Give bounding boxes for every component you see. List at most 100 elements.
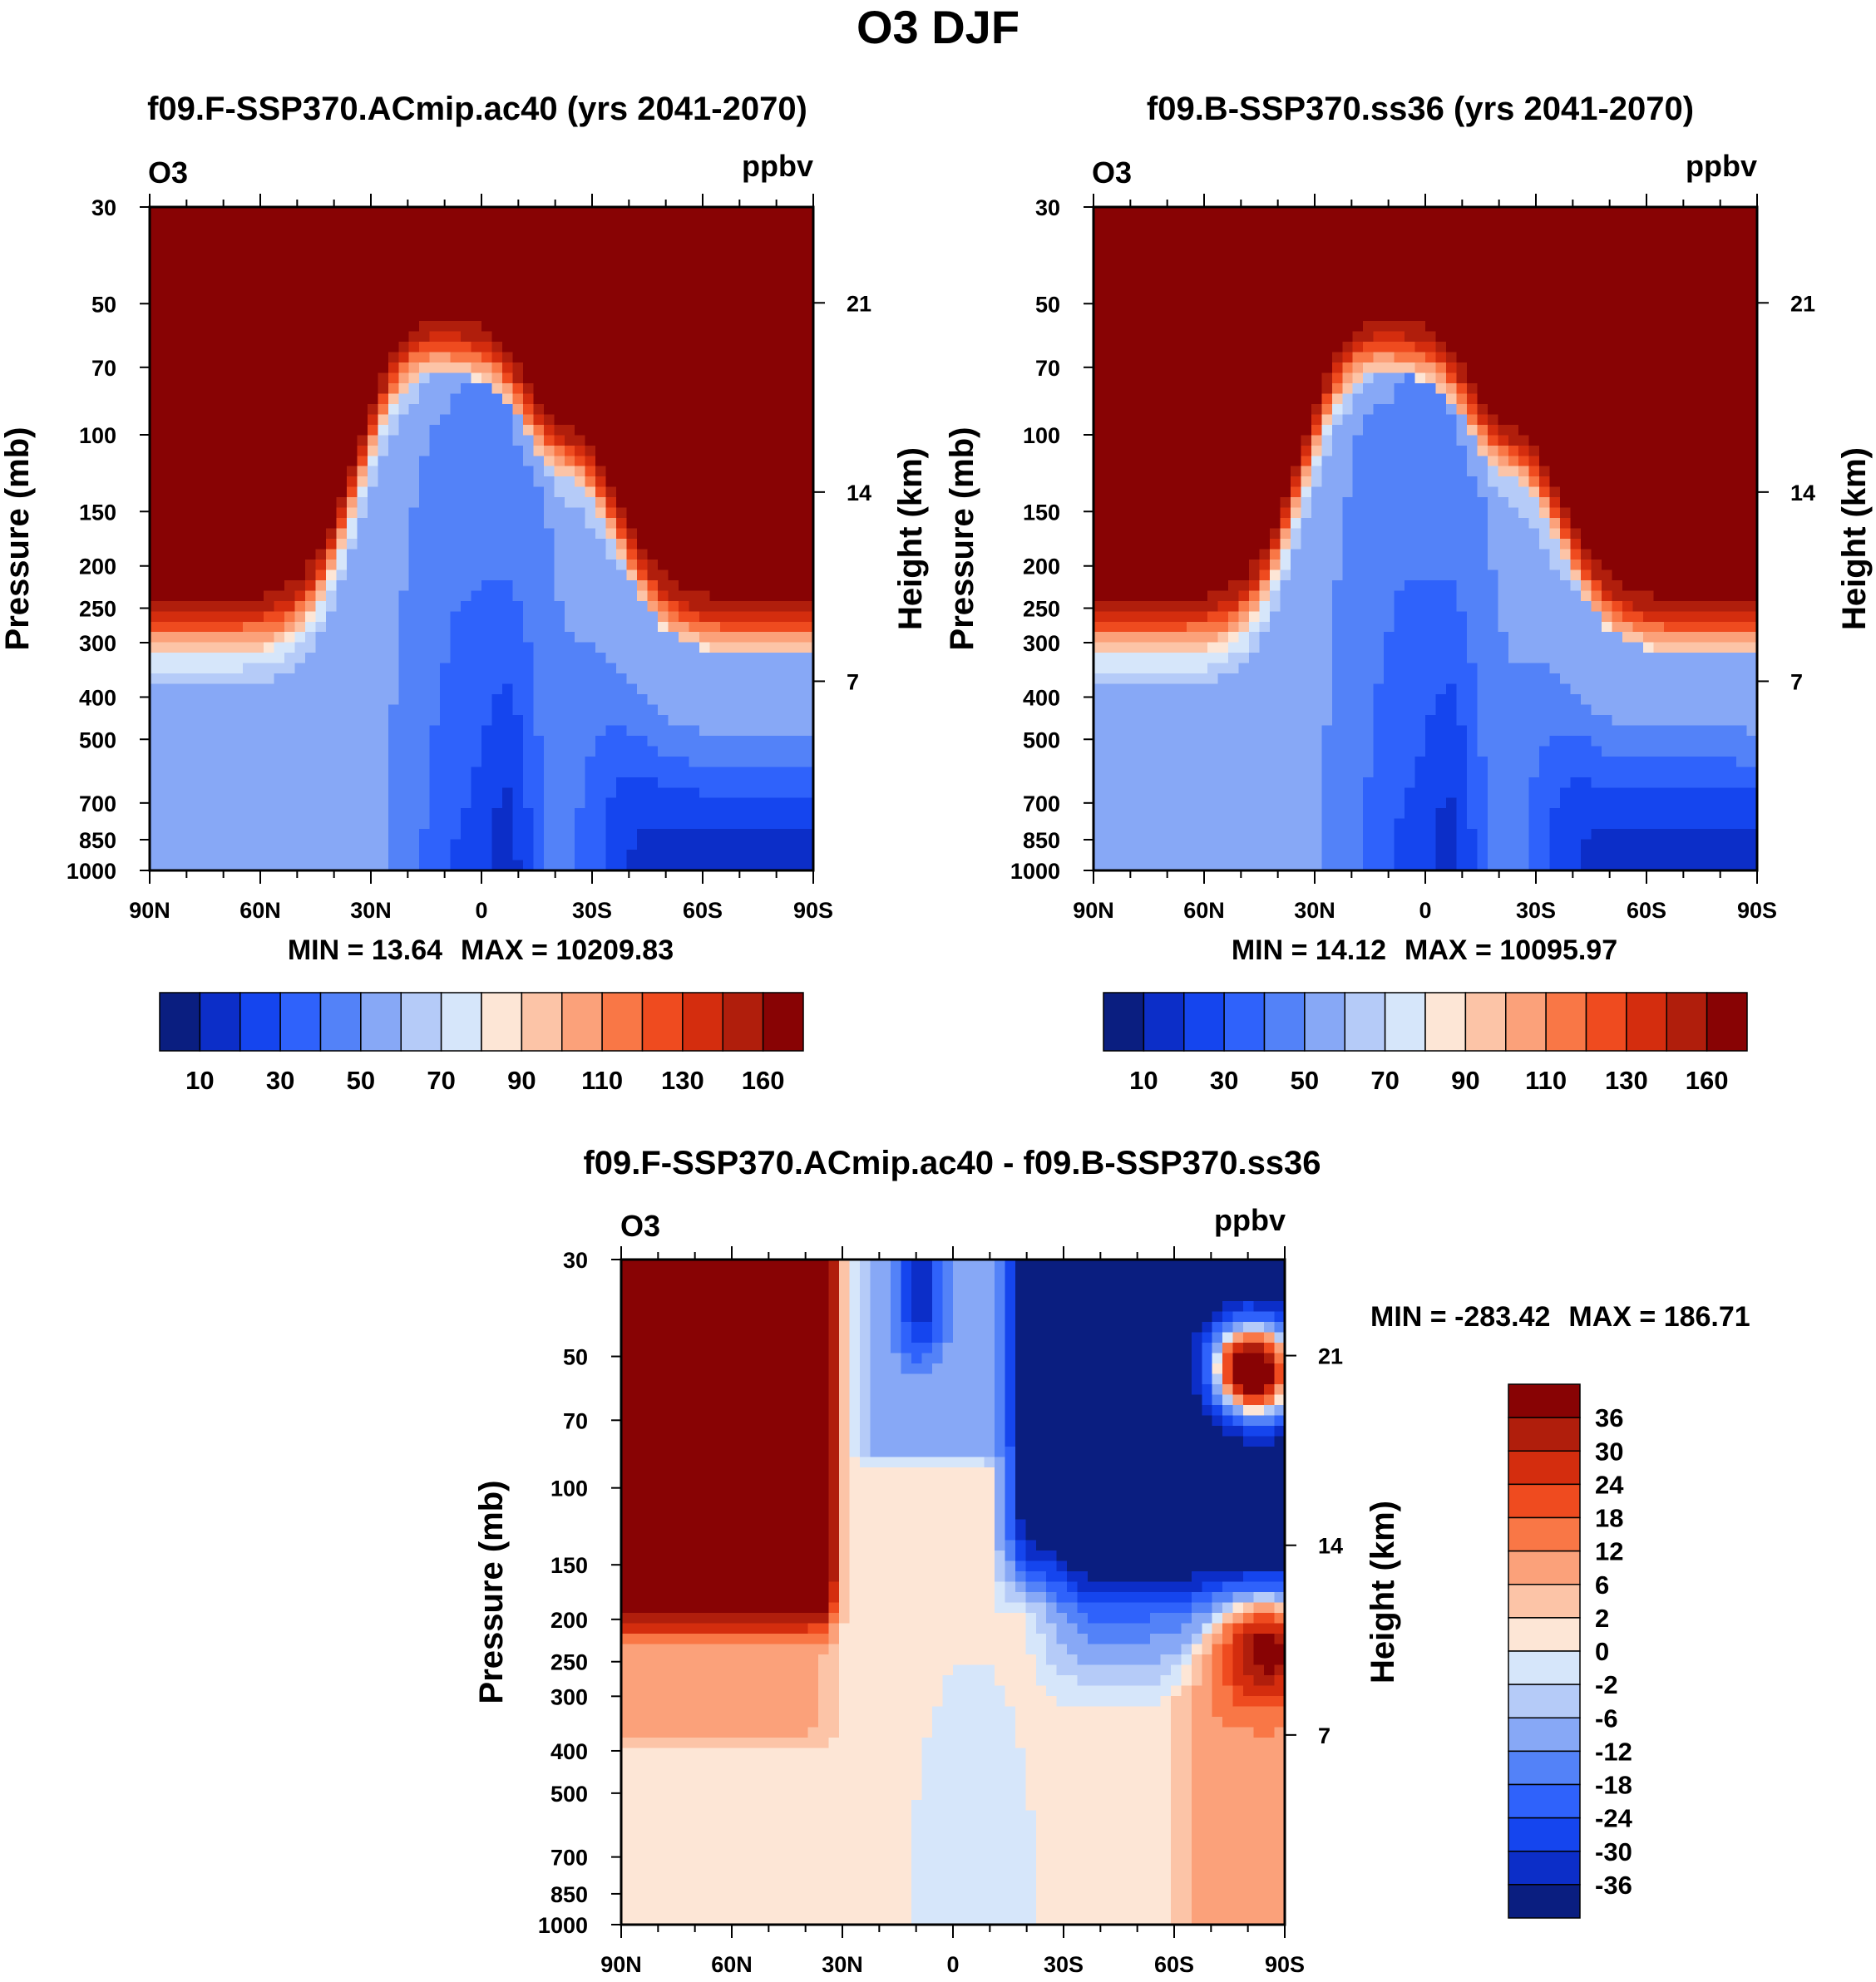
contour-cell [450, 725, 462, 737]
contour-cell [1176, 342, 1187, 353]
contour-cell [554, 704, 565, 716]
contour-cell [637, 217, 649, 229]
contour-cell [1166, 704, 1177, 716]
contour-cell [378, 663, 389, 674]
contour-cell [626, 818, 638, 830]
contour-cell [253, 590, 264, 602]
contour-cell [440, 217, 452, 229]
contour-cell [305, 549, 317, 560]
contour-cell [772, 269, 783, 280]
contour-cell [1217, 289, 1229, 301]
contour-cell [740, 611, 752, 623]
contour-cell [709, 767, 721, 778]
contour-cell [450, 497, 462, 509]
contour-cell [180, 466, 192, 477]
contour-cell [616, 382, 628, 395]
contour-cell [1124, 746, 1136, 757]
contour-cell [170, 414, 182, 426]
contour-cell [211, 839, 223, 850]
contour-cell [1207, 269, 1219, 280]
contour-cell [378, 466, 389, 477]
contour-cell [1187, 518, 1198, 530]
contour-cell [222, 683, 234, 695]
colorbar-label: 90 [507, 1066, 536, 1095]
contour-cell [378, 632, 389, 643]
contour-cell [315, 767, 327, 778]
contour-cell [689, 466, 700, 477]
contour-cell [1187, 621, 1198, 633]
contour-cell [429, 321, 441, 333]
contour-cell [1113, 456, 1126, 467]
contour-cell [1197, 289, 1208, 301]
contour-cell [575, 403, 586, 415]
contour-cell [325, 735, 338, 747]
contour-cell [585, 559, 596, 571]
contour-cell [378, 590, 389, 602]
contour-cell [315, 227, 327, 239]
contour-cell [378, 507, 389, 519]
contour-cell [689, 579, 700, 591]
contour-cell [357, 342, 368, 353]
contour-cell [1113, 331, 1126, 343]
contour-cell [761, 269, 773, 280]
contour-cell [1155, 331, 1167, 343]
contour-cell [294, 850, 306, 861]
contour-cell [585, 456, 596, 467]
contour-cell [668, 756, 679, 767]
contour-cell [564, 310, 575, 322]
contour-cell [440, 331, 452, 343]
contour-cell [429, 528, 441, 540]
contour-cell [772, 372, 783, 384]
contour-cell [554, 642, 565, 653]
contour-cell [398, 382, 410, 395]
contour-cell [543, 694, 555, 706]
contour-cell [211, 227, 223, 239]
contour-cell [378, 797, 389, 809]
contour-cell [730, 787, 742, 799]
contour-cell [325, 539, 338, 550]
contour-cell [1187, 372, 1198, 384]
contour-cell [772, 756, 783, 767]
contour-cell [740, 704, 752, 716]
contour-cell [730, 331, 742, 343]
contour-cell [491, 653, 503, 664]
contour-cell [491, 403, 503, 415]
contour-cell [564, 217, 575, 229]
contour-cell [294, 600, 306, 612]
contour-cell [274, 424, 285, 436]
contour-cell [709, 393, 721, 405]
contour-cell [408, 269, 420, 280]
contour-cell [1094, 725, 1105, 737]
contour-cell [522, 559, 534, 571]
contour-cell [1176, 632, 1187, 643]
contour-cell [554, 227, 565, 239]
contour-cell [305, 476, 317, 488]
contour-cell [305, 403, 317, 415]
contour-cell [761, 342, 773, 353]
contour-cell [232, 694, 244, 706]
colorbar-box [762, 992, 804, 1052]
colorbar-box [360, 992, 402, 1052]
contour-cell [243, 549, 254, 560]
contour-cell [616, 787, 628, 799]
contour-cell [170, 321, 182, 333]
contour-cell [398, 486, 410, 498]
contour-cell [719, 300, 731, 312]
contour-cell [522, 725, 534, 737]
contour-cell [1103, 362, 1115, 374]
contour-cell [709, 673, 721, 685]
contour-cell [1197, 642, 1208, 653]
contour-cell [668, 207, 679, 219]
contour-cell [170, 569, 182, 581]
contour-cell [264, 279, 275, 291]
contour-cell [201, 393, 213, 405]
contour-cell [802, 642, 814, 653]
contour-cell [772, 746, 783, 757]
contour-cell [512, 403, 524, 415]
contour-cell [264, 424, 275, 436]
contour-cell [543, 486, 555, 498]
contour-cell [1103, 725, 1115, 737]
contour-cell [709, 621, 721, 633]
contour-cell [253, 207, 264, 219]
contour-cell [501, 642, 514, 653]
